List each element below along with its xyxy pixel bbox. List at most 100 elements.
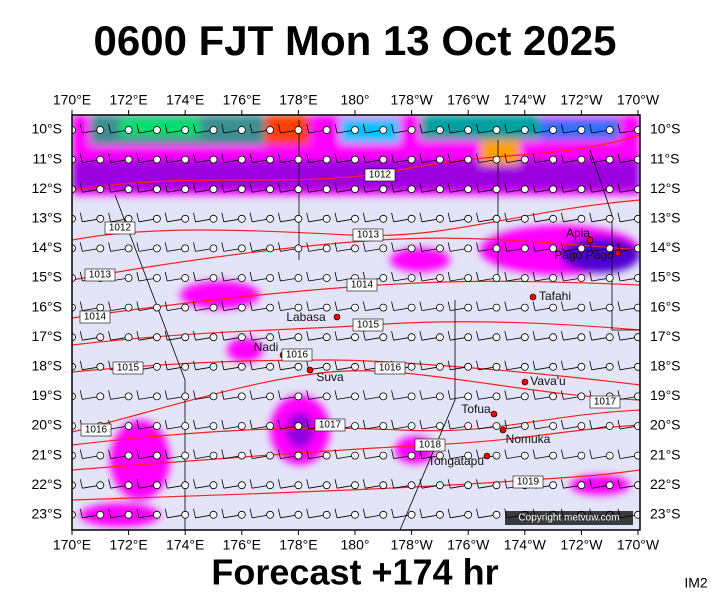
barb-feather xyxy=(221,242,225,252)
barb-feather xyxy=(589,360,593,370)
lon-label-bottom: 176°E xyxy=(223,537,261,553)
barb-feather xyxy=(561,153,564,163)
barb-feather xyxy=(193,242,196,252)
barb-feather xyxy=(193,153,196,163)
barb-feather xyxy=(447,301,451,311)
barb-station xyxy=(549,422,557,430)
barb-feather xyxy=(278,419,281,430)
barb-station xyxy=(379,422,388,430)
lon-label-top: 172°W xyxy=(560,92,603,108)
barb-station xyxy=(407,155,416,164)
barb-feather xyxy=(136,301,140,311)
barb-feather xyxy=(108,479,111,489)
barb-feather xyxy=(108,331,111,341)
barb-station xyxy=(634,362,640,371)
barb-feather xyxy=(589,183,593,193)
barb-station xyxy=(209,392,218,401)
barb-feather xyxy=(532,331,536,341)
barb-feather xyxy=(419,183,423,193)
barb-feather xyxy=(249,123,253,134)
barb-feather xyxy=(589,271,593,282)
barb-station xyxy=(464,303,473,312)
barb-feather xyxy=(504,153,508,163)
barb-station xyxy=(520,274,529,282)
barb-feather xyxy=(278,508,281,518)
barb-station xyxy=(407,510,416,519)
barb-feather xyxy=(164,479,168,489)
barb-feather xyxy=(221,331,225,341)
barb-feather xyxy=(617,419,621,430)
barb-station xyxy=(322,510,331,519)
barb-feather xyxy=(334,123,338,134)
barb-station xyxy=(322,155,331,164)
barb-station xyxy=(266,155,275,164)
barb-station xyxy=(72,422,76,430)
barb-station xyxy=(492,481,501,490)
barb-station xyxy=(605,481,614,490)
barb-station xyxy=(634,126,640,134)
barb-station xyxy=(577,451,586,460)
lon-label-bottom: 176°W xyxy=(447,537,490,553)
barb-feather xyxy=(193,449,196,459)
barb-station xyxy=(605,126,614,134)
barb-station xyxy=(181,422,190,430)
barb-station xyxy=(266,362,275,371)
barb-station xyxy=(577,392,586,401)
barb-feather xyxy=(532,301,536,311)
barb-feather xyxy=(249,301,253,311)
barb-station xyxy=(152,422,161,430)
barb-station xyxy=(124,303,133,312)
barb-station xyxy=(549,362,557,371)
barb-station xyxy=(435,422,444,430)
barb-station xyxy=(605,422,614,430)
barb-feather xyxy=(79,123,83,134)
barb-station xyxy=(605,155,614,164)
barb-station xyxy=(605,451,614,460)
barb-feather xyxy=(221,183,225,193)
barb-feather xyxy=(419,123,423,134)
barb-station xyxy=(237,392,246,401)
barb-station xyxy=(294,451,303,460)
barb-station xyxy=(124,451,133,460)
barb-feather xyxy=(306,419,310,430)
place-dot xyxy=(529,293,537,301)
lat-label-left: 22°S xyxy=(31,476,62,492)
barb-station xyxy=(209,274,218,282)
isobar-label: 1017 xyxy=(319,420,342,431)
barb-station xyxy=(96,510,105,519)
barb-feather xyxy=(391,508,394,518)
barb-feather xyxy=(476,331,479,341)
isobar-label-box xyxy=(589,395,621,409)
barb-feather xyxy=(532,242,536,252)
barb-feather xyxy=(136,153,140,163)
barb-station xyxy=(549,244,557,253)
barb-station xyxy=(605,303,614,312)
barb-feather xyxy=(532,212,536,222)
barb-feather xyxy=(476,390,479,400)
isobar-label-box xyxy=(112,361,144,375)
barb-station xyxy=(294,362,303,371)
lon-label-top: 180° xyxy=(341,92,370,108)
isobar-label-box xyxy=(374,361,406,375)
barb-station xyxy=(72,303,76,312)
barb-station xyxy=(294,185,303,194)
barb-station xyxy=(294,481,303,490)
barb-station xyxy=(492,274,501,282)
barb-station xyxy=(294,126,303,134)
barb-station xyxy=(96,481,105,490)
isobar-label-box xyxy=(352,228,384,242)
barb-station xyxy=(549,481,557,490)
barb-station xyxy=(520,126,529,134)
lat-label-left: 21°S xyxy=(31,446,62,462)
lon-label-bottom: 172°W xyxy=(560,537,603,553)
barb-station xyxy=(181,155,190,164)
barb-station xyxy=(181,510,190,519)
lat-label-right: 10°S xyxy=(650,121,681,137)
barb-feather xyxy=(476,449,479,459)
barb-feather xyxy=(391,123,394,134)
barb-feather xyxy=(447,449,451,459)
barb-station xyxy=(237,274,246,282)
barb-station xyxy=(634,155,640,164)
barb-station xyxy=(237,214,246,223)
barb-feather xyxy=(532,183,536,193)
